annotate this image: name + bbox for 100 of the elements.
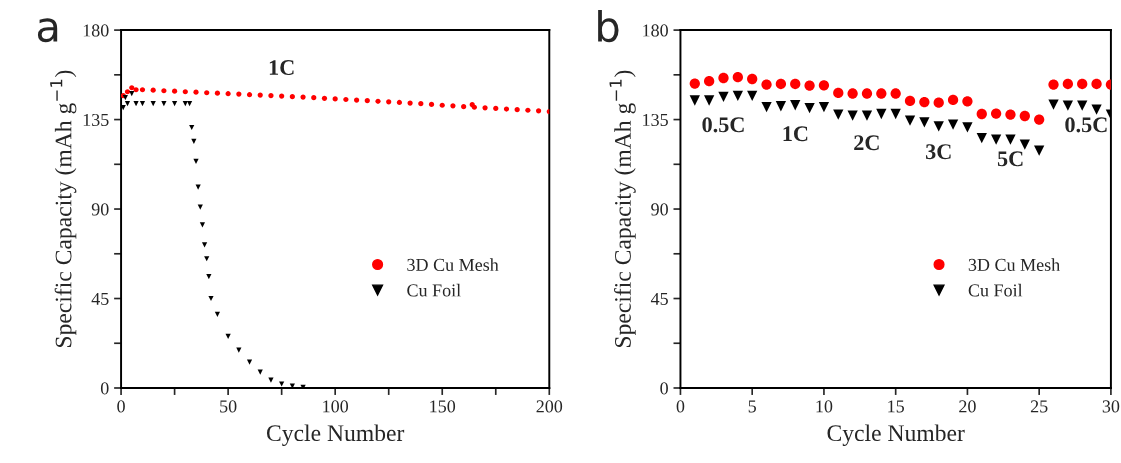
x-tick-label: 5 <box>748 400 756 413</box>
point <box>1091 78 1102 90</box>
y-tick-label: 45 <box>91 292 109 305</box>
x-axis-title: Cycle Number <box>827 424 965 446</box>
point <box>236 91 242 97</box>
text: b <box>598 9 619 43</box>
x-axis-title: Cycle Number <box>266 424 405 446</box>
x-tick-label: 20 <box>959 400 976 413</box>
point <box>482 105 488 111</box>
point <box>214 311 221 318</box>
point <box>289 383 295 388</box>
point <box>861 110 873 121</box>
point <box>790 100 801 111</box>
point <box>257 92 263 98</box>
point <box>428 101 435 108</box>
point <box>962 122 973 133</box>
point <box>1034 114 1045 125</box>
point <box>375 98 381 104</box>
point <box>833 109 844 120</box>
point <box>876 88 887 99</box>
point <box>1091 104 1102 115</box>
point <box>204 256 210 262</box>
point <box>976 132 987 144</box>
point <box>514 107 520 113</box>
point <box>1005 109 1016 120</box>
point <box>1062 78 1074 90</box>
point <box>172 101 178 107</box>
y-tick-label: 0 <box>660 382 668 395</box>
y-axis-title: Specific Capacity (mAh g$^{−1}$) <box>50 70 77 348</box>
point <box>279 381 285 387</box>
legend-label: 3D Cu Mesh <box>968 258 1060 271</box>
point <box>804 80 815 91</box>
point <box>300 384 306 388</box>
point <box>703 95 715 106</box>
point <box>150 87 156 93</box>
annotation: 1C <box>783 126 808 142</box>
annotation: 3C <box>925 144 951 160</box>
y-tick-label: 90 <box>91 203 109 216</box>
point <box>418 101 424 107</box>
point <box>861 88 873 99</box>
x-tick-label: 150 <box>430 400 456 413</box>
point <box>133 87 139 93</box>
point <box>1048 99 1059 110</box>
point <box>933 121 944 132</box>
point <box>182 101 188 107</box>
point <box>804 102 815 114</box>
point <box>689 95 700 106</box>
annotation: 5C <box>997 151 1023 167</box>
point <box>1019 110 1030 122</box>
point <box>775 101 787 112</box>
point <box>343 96 349 103</box>
legend-label: Cu Foil <box>968 283 1023 297</box>
annotation: 2C <box>854 135 879 151</box>
y-tick-label: 180 <box>643 24 668 37</box>
point <box>214 90 221 96</box>
point <box>206 274 212 280</box>
point <box>947 94 959 106</box>
point <box>689 78 700 89</box>
point <box>193 89 199 95</box>
point <box>732 72 743 83</box>
point <box>833 87 844 99</box>
point <box>1048 79 1059 90</box>
point <box>775 78 787 90</box>
point <box>990 108 1002 119</box>
point <box>947 119 959 130</box>
y-tick-label: 45 <box>650 292 668 305</box>
point <box>919 117 930 128</box>
point <box>703 76 715 87</box>
point <box>1034 145 1045 156</box>
point <box>890 108 901 120</box>
point <box>747 90 758 102</box>
x-tick-label: 25 <box>1030 400 1048 413</box>
point <box>204 90 210 96</box>
point <box>364 98 370 104</box>
y-tick-label: 135 <box>643 113 668 127</box>
point <box>332 96 338 102</box>
point <box>962 96 973 107</box>
point <box>1019 139 1030 150</box>
x-tick-label: 0 <box>117 400 125 413</box>
point <box>976 108 987 120</box>
point <box>199 222 206 228</box>
point <box>493 105 499 112</box>
point <box>761 79 772 90</box>
point <box>818 80 830 91</box>
point <box>890 88 901 99</box>
point <box>818 101 830 113</box>
point <box>172 88 178 94</box>
x-tick-label: 30 <box>1102 400 1120 413</box>
point <box>121 105 126 111</box>
y-tick-label: 0 <box>100 382 109 395</box>
point <box>321 95 328 101</box>
point <box>129 85 135 91</box>
point <box>386 99 392 105</box>
point <box>225 91 231 97</box>
point <box>189 124 195 131</box>
point <box>1062 100 1074 111</box>
point <box>747 73 758 85</box>
x-tick-label: 10 <box>816 400 833 413</box>
point <box>150 101 156 107</box>
point <box>246 359 253 365</box>
